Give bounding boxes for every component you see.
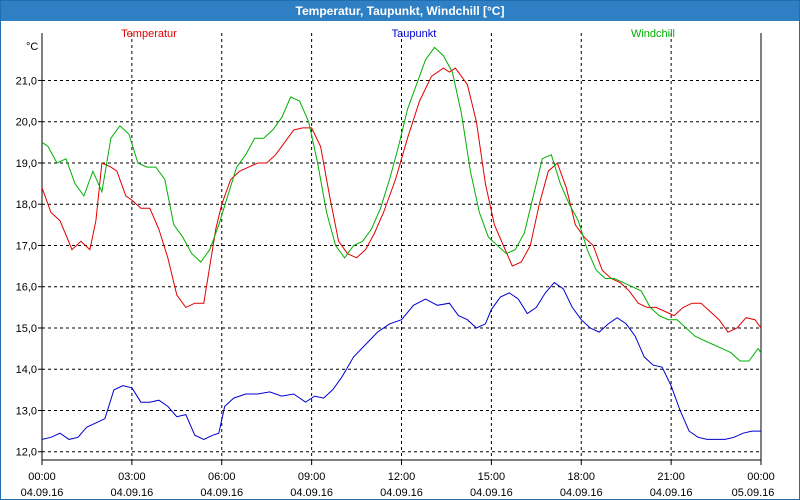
y-tick-label: 20,0 xyxy=(16,117,37,129)
y-tick-label: 13,0 xyxy=(16,405,37,417)
y-axis-label: °C xyxy=(26,41,38,53)
series-lines xyxy=(41,46,762,440)
x-tick-time: 03:00 xyxy=(118,471,146,483)
x-tick-time: 06:00 xyxy=(208,471,236,483)
x-tick-date: 04.09.16 xyxy=(650,487,693,499)
series-line-taupunkt xyxy=(41,281,761,440)
y-tick-label: 21,0 xyxy=(16,75,37,87)
y-tick-label: 15,0 xyxy=(16,323,37,335)
x-tick-time: 09:00 xyxy=(298,471,326,483)
y-ticks: 12,0 13,0 14,0 15,0 16,0 17,0 18,0 19,0 20,0 21,0 xyxy=(16,75,42,459)
y-tick-label: 19,0 xyxy=(16,158,37,170)
series-line-temperatur xyxy=(41,67,762,333)
x-tick-time: 00:00 xyxy=(747,471,775,483)
x-tick-date: 04.09.16 xyxy=(560,487,603,499)
x-tick-time: 15:00 xyxy=(478,471,506,483)
x-tick-date: 04.09.16 xyxy=(200,487,243,499)
x-tick-time: 00:00 xyxy=(28,471,56,483)
y-tick-label: 16,0 xyxy=(16,282,37,294)
x-tick-date: 04.09.16 xyxy=(21,487,64,499)
x-ticks: 00:00 04.09.16 03:00 04.09.16 06:00 04.09.16 0… xyxy=(21,460,775,499)
y-tick-label: 17,0 xyxy=(16,240,37,252)
legend-temperatur: Temperatur xyxy=(121,28,177,40)
grid xyxy=(42,33,761,460)
y-tick-label: 14,0 xyxy=(16,364,37,376)
x-tick-time: 21:00 xyxy=(657,471,685,483)
x-tick-time: 18:00 xyxy=(567,471,595,483)
x-tick-date: 04.09.16 xyxy=(470,487,513,499)
y-tick-label: 18,0 xyxy=(16,199,37,211)
window-title: Temperatur, Taupunkt, Windchill [°C] xyxy=(1,1,799,21)
x-tick-date: 05.09.16 xyxy=(732,487,775,499)
x-tick-time: 12:00 xyxy=(388,471,416,483)
series-line-windchill xyxy=(41,46,762,362)
legend: Temperatur Taupunkt Windchill xyxy=(121,28,675,40)
x-tick-date: 04.09.16 xyxy=(380,487,423,499)
legend-windchill: Windchill xyxy=(631,28,675,40)
x-tick-date: 04.09.16 xyxy=(290,487,333,499)
legend-taupunkt: Taupunkt xyxy=(392,28,437,40)
y-tick-label: 12,0 xyxy=(16,447,37,459)
x-tick-date: 04.09.16 xyxy=(110,487,153,499)
